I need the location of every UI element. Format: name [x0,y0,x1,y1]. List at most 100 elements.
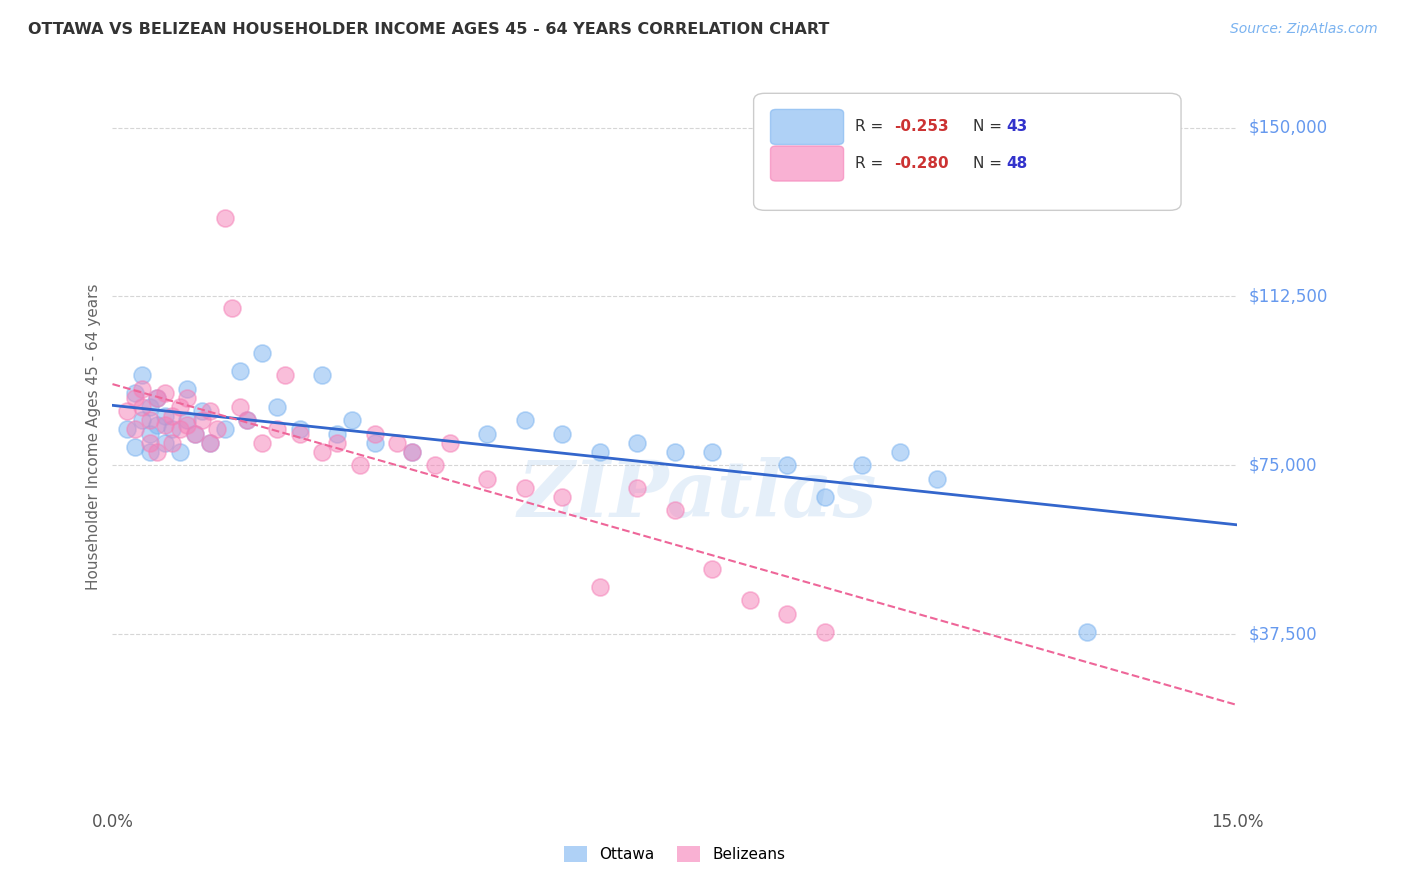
Point [176,382,198,396]
Point [364,435,387,450]
Point [131,413,153,427]
Point [311,368,333,383]
Point [551,426,574,441]
Point [153,386,176,401]
Point [214,211,236,225]
Point [146,444,169,458]
Point [146,417,169,432]
Point [146,391,169,405]
Point [153,417,176,432]
Point [169,444,191,458]
Point [738,593,761,607]
Text: Source: ZipAtlas.com: Source: ZipAtlas.com [1230,22,1378,37]
Point [162,422,184,436]
Point [401,444,423,458]
Point [146,391,169,405]
Point [626,435,648,450]
Point [131,382,153,396]
Point [139,444,162,458]
Point [139,413,162,427]
Point [288,422,311,436]
Point [131,400,153,414]
Point [124,391,146,405]
Point [169,400,191,414]
FancyBboxPatch shape [770,110,844,145]
Point [198,435,221,450]
Point [124,386,146,401]
Point [117,404,139,418]
Point [176,417,198,432]
Point [162,435,184,450]
Text: OTTAWA VS BELIZEAN HOUSEHOLDER INCOME AGES 45 - 64 YEARS CORRELATION CHART: OTTAWA VS BELIZEAN HOUSEHOLDER INCOME AG… [28,22,830,37]
FancyBboxPatch shape [754,94,1181,211]
Text: $112,500: $112,500 [1249,287,1327,305]
Point [349,458,371,473]
Point [191,404,214,418]
Point [176,391,198,405]
Point [207,422,229,436]
Point [229,400,252,414]
Point [274,368,297,383]
Point [252,345,274,359]
Point [814,490,837,504]
Point [198,435,221,450]
Point [169,422,191,436]
Point [153,435,176,450]
FancyBboxPatch shape [770,146,844,181]
Point [124,422,146,436]
Point [214,422,236,436]
Text: 43: 43 [1007,120,1028,135]
Point [664,444,686,458]
Point [851,458,873,473]
Point [236,413,259,427]
Text: $150,000: $150,000 [1249,119,1327,136]
Point [139,426,162,441]
Point [889,444,911,458]
Point [311,444,333,458]
Point [184,426,207,441]
Point [477,426,499,441]
Text: -0.253: -0.253 [894,120,949,135]
Point [236,413,259,427]
Point [551,490,574,504]
Point [198,404,221,418]
Point [401,444,423,458]
Point [364,426,387,441]
Point [477,472,499,486]
Point [124,440,146,454]
Point [423,458,446,473]
Point [326,426,349,441]
Text: R =: R = [855,120,889,135]
Point [664,503,686,517]
Point [1076,624,1098,639]
Point [342,413,364,427]
Text: $37,500: $37,500 [1249,625,1317,643]
Point [266,422,288,436]
Point [513,413,536,427]
Text: -0.280: -0.280 [894,156,949,171]
Point [589,444,612,458]
Point [184,426,207,441]
Point [439,435,461,450]
Point [288,426,311,441]
Text: ZIPatlas: ZIPatlas [517,458,877,533]
Point [153,409,176,423]
Point [162,409,184,423]
Point [139,400,162,414]
Point [513,481,536,495]
Text: 48: 48 [1007,156,1028,171]
Text: $75,000: $75,000 [1249,456,1317,475]
Point [814,624,837,639]
Point [702,562,724,576]
Y-axis label: Householder Income Ages 45 - 64 years: Householder Income Ages 45 - 64 years [86,284,101,591]
Point [589,580,612,594]
Point [176,413,198,427]
Point [252,435,274,450]
Point [131,368,153,383]
Point [702,444,724,458]
Point [776,607,799,621]
Point [927,472,949,486]
Point [117,422,139,436]
Point [266,400,288,414]
Point [387,435,409,450]
